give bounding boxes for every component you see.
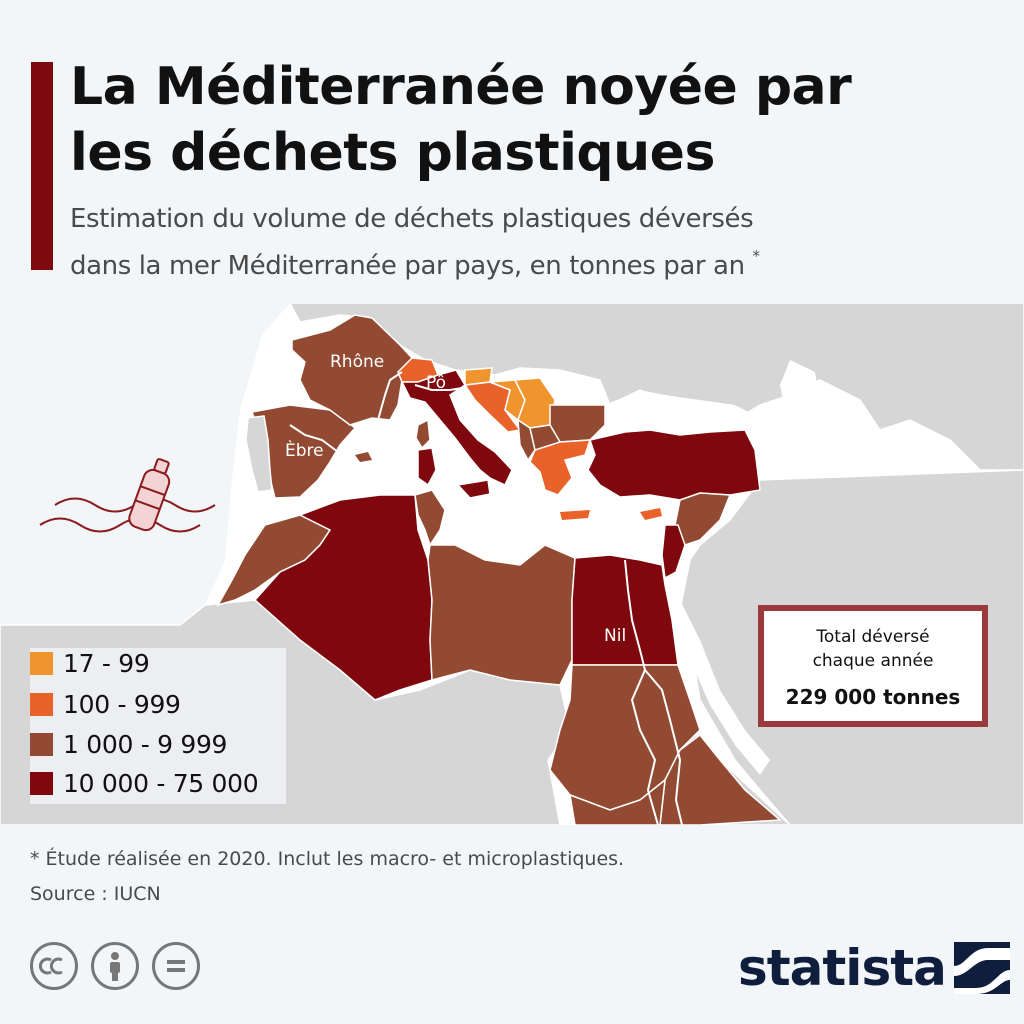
river-rhone-line xyxy=(377,371,403,421)
river-po-line xyxy=(414,384,463,391)
legend-swatch xyxy=(30,651,53,675)
subtitle-line-1: Estimation du volume de déchets plastiqu… xyxy=(70,204,754,234)
legend-item-17-99: 17 - 99 xyxy=(30,648,150,678)
river-nile-line xyxy=(624,559,659,825)
map-island-balearics xyxy=(355,452,372,462)
map-country-south-sudan xyxy=(569,778,666,825)
legend-swatch xyxy=(30,732,53,756)
total-label-line-2: chaque année xyxy=(812,651,934,671)
subtitle-footnote-marker: * xyxy=(752,247,761,265)
map-country-tunisia xyxy=(414,489,446,547)
map-island-sardinia xyxy=(417,447,437,487)
map-country-egypt xyxy=(571,554,679,666)
legend-label: 17 - 99 xyxy=(63,648,150,678)
title-line-1: La Méditerranée noyée par xyxy=(70,57,852,117)
map-caspian-sea xyxy=(780,360,880,520)
river-nile-branch-line xyxy=(644,669,683,825)
source-note: Source : IUCN xyxy=(30,883,161,905)
map-island-crete xyxy=(560,510,590,520)
title-line-2: les déchets plastiques xyxy=(70,123,715,183)
statista-wordmark: statista xyxy=(738,939,947,997)
attribution-icon[interactable] xyxy=(91,942,139,990)
map-country-albania xyxy=(517,418,536,462)
map-atlantic-area xyxy=(0,303,290,625)
map-country-libya xyxy=(427,544,576,686)
map-black-sea xyxy=(605,390,760,435)
legend-item-10000-75000: 10 000 - 75 000 xyxy=(30,768,259,798)
legend-item-100-999: 100 - 999 xyxy=(30,689,181,719)
total-callout: Total déversé chaque année 229 000 tonne… xyxy=(758,605,988,727)
chart-subtitle: Estimation du volume de déchets plastiqu… xyxy=(70,201,1000,285)
map-country-levant xyxy=(661,524,686,580)
total-label: Total déversé chaque année xyxy=(764,625,982,673)
river-ebre-line xyxy=(289,424,339,453)
statista-mark-icon xyxy=(953,942,1010,994)
legend-label: 100 - 999 xyxy=(63,689,181,719)
title-accent-bar xyxy=(31,62,53,270)
creative-commons-icon[interactable] xyxy=(30,942,78,990)
legend-label: 1 000 - 9 999 xyxy=(63,729,228,759)
legend-item-1000-9999: 1 000 - 9 999 xyxy=(30,729,227,759)
map-red-sea xyxy=(665,585,770,775)
map-island-cyprus xyxy=(640,508,662,520)
legend-swatch xyxy=(30,692,53,716)
map-country-turkey xyxy=(587,429,761,501)
map-country-slovenia xyxy=(464,367,493,386)
map-country-greece xyxy=(529,439,592,496)
map-island-sicily xyxy=(456,479,491,499)
statista-logo[interactable]: statista xyxy=(738,938,1010,998)
no-derivatives-icon[interactable] xyxy=(152,942,200,990)
river-label-ebre: Èbre xyxy=(285,439,324,461)
total-value: 229 000 tonnes xyxy=(785,685,961,709)
legend-label: 10 000 - 75 000 xyxy=(63,768,259,798)
river-label-po: Pô xyxy=(426,373,446,393)
plastic-bottle-in-waves-icon xyxy=(39,458,216,533)
map-country-italy xyxy=(400,369,513,486)
legend-swatch xyxy=(30,771,53,795)
subtitle-line-2-text: dans la mer Méditerranée par pays, en to… xyxy=(70,251,745,281)
map-country-ethiopia xyxy=(659,733,782,825)
license-icons xyxy=(30,942,213,990)
map-legend: 17 - 99 100 - 999 1 000 - 9 999 10 000 -… xyxy=(30,648,286,804)
map-country-portugal xyxy=(245,415,273,493)
total-label-line-1: Total déversé xyxy=(816,627,930,647)
river-label-rhone: Rhône xyxy=(330,352,384,372)
river-label-nil: Nil xyxy=(604,626,626,646)
mediterranean-map: Rhône Pô Èbre Nil xyxy=(0,303,1024,825)
subtitle-line-2: dans la mer Méditerranée par pays, en to… xyxy=(70,238,1000,285)
map-country-france xyxy=(291,314,413,426)
chart-title: La Méditerranée noyée par les déchets pl… xyxy=(70,54,990,186)
map-island-corsica xyxy=(415,418,431,450)
footnote: * Étude réalisée en 2020. Inclut les mac… xyxy=(30,848,625,870)
